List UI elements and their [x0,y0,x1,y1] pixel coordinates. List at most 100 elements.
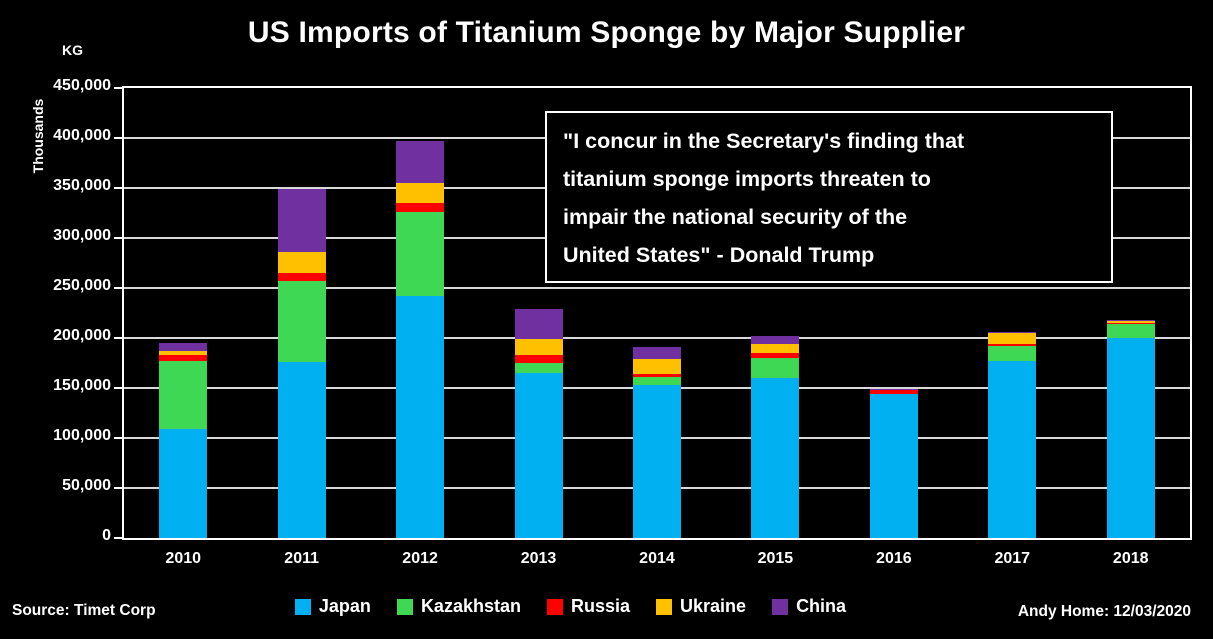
bar-segment-japan-2014 [632,385,681,538]
bar-stack-2017 [988,332,1037,538]
bar-segment-russia-2010 [159,355,208,361]
bar-segment-kazakhstan-2010 [159,361,208,429]
bar-segment-china-2015 [751,336,800,344]
bar-segment-china-2018 [1106,320,1155,321]
bar-segment-russia-2011 [277,273,326,281]
legend-label: China [796,596,847,616]
bar-segment-japan-2010 [159,429,208,538]
bar-segment-japan-2018 [1106,338,1155,538]
bar-segment-kazakhstan-2017 [988,346,1037,361]
bar-segment-china-2016 [869,389,918,390]
bar-slot-2016 [835,88,953,538]
bar-segment-kazakhstan-2012 [396,212,445,296]
y-axis-tick [114,437,122,439]
chart-title: US Imports of Titanium Sponge by Major S… [247,16,966,49]
plot-area [114,86,1192,540]
y-axis-tick [114,237,122,239]
bar-slot-2015 [716,88,834,538]
legend-swatch-icon [396,598,413,615]
bar-stack-2018 [1106,320,1155,538]
legend-item-kazakhstan: Kazakhstan [396,596,521,617]
legend-item-ukraine: Ukraine [656,596,746,617]
bar-segment-china-2017 [988,332,1037,333]
bar-segment-japan-2013 [514,373,563,538]
legend-swatch-icon [772,598,789,615]
y-axis-tick-label: 350,000 [53,177,111,194]
bar-segment-ukraine-2012 [396,183,445,203]
y-axis-tick-label: 150,000 [53,377,111,394]
bar-segment-kazakhstan-2011 [277,281,326,362]
source-label: Source: Timet Corp [12,602,156,619]
legend-swatch-icon [656,598,673,615]
bar-slot-2013 [479,88,597,538]
y-axis-tick [114,137,122,139]
y-axis-tick-label: 100,000 [53,427,111,444]
legend-item-china: China [772,596,846,617]
bar-segment-ukraine-2017 [988,333,1037,344]
y-axis-tick-label: 400,000 [53,127,111,144]
quote-line: titanium sponge imports threaten to [563,167,931,191]
bar-stack-2010 [159,343,208,538]
bar-segment-ukraine-2018 [1106,321,1155,323]
bar-segment-japan-2015 [751,378,800,538]
bar-segment-ukraine-2014 [632,359,681,374]
x-axis-label-2010: 2010 [165,550,202,567]
x-axis-label-2018: 2018 [1112,550,1149,567]
y-axis-tick [114,487,122,489]
bar-segment-russia-2016 [869,390,918,394]
bar-segment-russia-2015 [751,353,800,358]
bar-segment-russia-2012 [396,203,445,212]
x-axis-label-2011: 2011 [284,550,320,567]
quote-line: United States" - Donald Trump [563,243,875,267]
bar-segment-china-2012 [396,141,445,183]
bar-segment-japan-2011 [277,362,326,538]
bar-segment-ukraine-2010 [159,351,208,355]
x-axis-labels: 2010 2011 2012 2013 2014 2015 2016 2017 2018 [124,550,1190,568]
bar-segment-japan-2016 [869,394,918,538]
bar-stack-2013 [514,309,563,538]
bar-stack-2014 [632,347,681,538]
y-axis-tick-label: 250,000 [53,277,111,294]
gridline [124,287,1190,289]
bar-stack-2015 [751,336,800,538]
quote-line: "I concur in the Secretary's finding tha… [563,129,965,153]
bar-segment-china-2013 [514,309,563,339]
bar-segment-kazakhstan-2018 [1106,324,1155,338]
y-axis-tick-label: 300,000 [53,227,111,244]
legend-label: Russia [570,596,631,616]
y-axis-tick [114,387,122,389]
bar-stack-2011 [277,189,326,538]
y-axis-tick-label: 50,000 [62,477,111,494]
legend-label: Kazakhstan [420,596,521,616]
bar-segment-kazakhstan-2015 [751,358,800,378]
legend-swatch-icon [294,598,311,615]
bar-segment-china-2011 [277,189,326,252]
bars-container [124,88,1190,538]
y-axis-tick-label: 0 [102,527,111,544]
bar-slot-2018 [1072,88,1190,538]
bar-segment-russia-2018 [1106,323,1155,324]
bar-segment-ukraine-2015 [751,344,800,353]
y-axis-tick [114,287,122,289]
bar-stack-2012 [396,141,445,538]
bar-segment-kazakhstan-2013 [514,363,563,373]
legend: Japan Kazakhstan Russia Ukraine China [0,596,1177,617]
kg-unit-label: KG [62,42,83,58]
bar-segment-ukraine-2011 [277,252,326,273]
bar-slot-2011 [242,88,360,538]
y-axis-tick [114,87,122,89]
x-axis-label-2015: 2015 [757,550,794,567]
x-axis-label-2017: 2017 [994,550,1031,567]
bar-segment-russia-2017 [988,344,1037,346]
bar-segment-japan-2017 [988,361,1037,538]
legend-swatch-icon [546,598,563,615]
bar-segment-japan-2012 [396,296,445,538]
legend-label: Ukraine [680,596,747,616]
quote-line: impair the national security of the [563,205,908,229]
x-axis-label-2016: 2016 [876,550,912,567]
y-axis-tick [114,337,122,339]
x-axis-label-2014: 2014 [639,550,675,567]
x-axis-label-2013: 2013 [520,550,557,567]
bar-segment-russia-2013 [514,355,563,363]
